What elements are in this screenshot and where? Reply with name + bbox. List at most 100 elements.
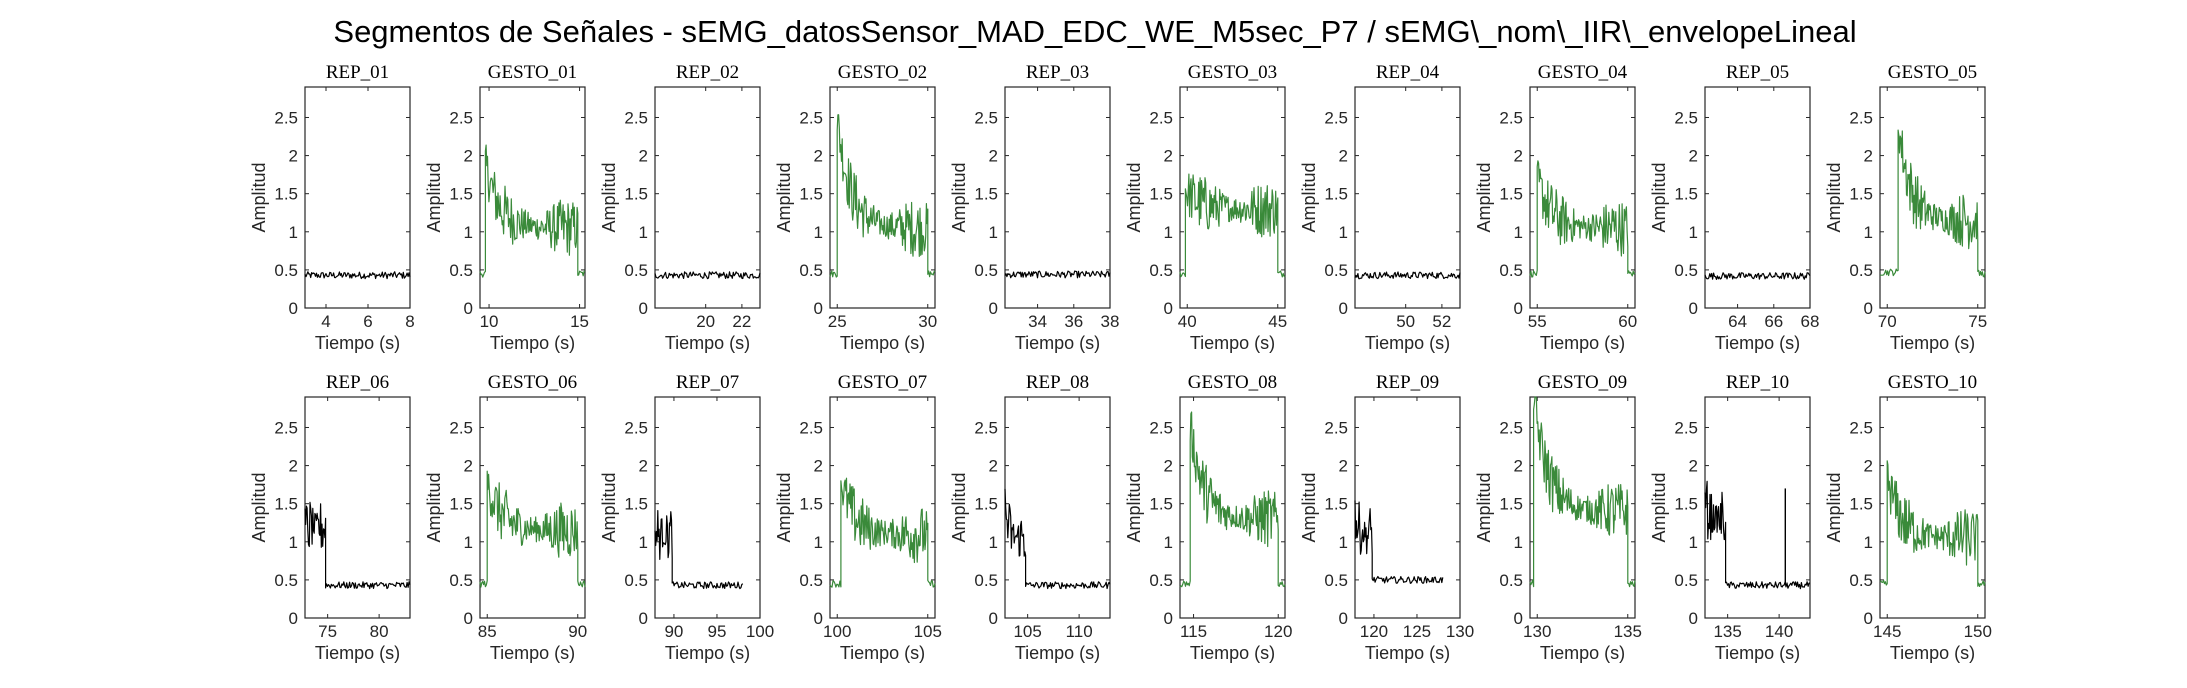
subplot-gesto-01: GESTO_01 0 0.5 1 1.5 2 2.5 10 15 Tiempo (s) Amplit… [424,62,589,353]
y-tick-label: 0 [1514,299,1523,318]
y-tick-label: 1 [989,223,998,242]
x-tick-label: 70 [1878,312,1897,331]
subplot-title: GESTO_10 [1888,372,1977,393]
x-axis-label: Tiempo (s) [665,333,750,353]
x-tick-label: 145 [1873,622,1901,641]
x-axis-label: Tiempo (s) [1015,643,1100,663]
x-axis-label: Tiempo (s) [490,643,575,663]
signal-line-rest [654,510,744,590]
y-tick-label: 1.5 [974,495,998,514]
subplot-title: REP_08 [1026,372,1089,393]
subplot-rep-01: REP_01 0 0.5 1 1.5 2 2.5 4 6 8 Tiempo (s) Amplitud [249,62,415,353]
y-tick-label: 2.5 [974,108,998,127]
y-axis-label: Amplitud [949,162,969,232]
signal-line-gesture [1879,460,1986,588]
x-axis-label: Tiempo (s) [1890,643,1975,663]
y-tick-label: 1.5 [1149,185,1173,204]
x-tick-label: 125 [1403,622,1431,641]
subplot-title: REP_04 [1376,62,1440,83]
y-tick-label: 0.5 [1674,261,1698,280]
axes-frame [1704,86,1811,309]
x-axis-label: Tiempo (s) [1190,643,1275,663]
y-tick-label: 1 [1514,533,1523,552]
y-tick-label: 0.5 [1324,571,1348,590]
axes-frame [479,396,586,619]
y-tick-label: 0.5 [1499,571,1523,590]
y-tick-label: 0 [1339,609,1348,628]
y-tick-label: 1.5 [799,185,823,204]
y-tick-label: 1 [464,533,473,552]
x-tick-label: 22 [732,312,751,331]
y-tick-label: 0.5 [449,571,473,590]
subplot-gesto-07: GESTO_07 0 0.5 1 1.5 2 2.5 100 105 Tiempo (s) Ampl… [774,372,942,663]
x-tick-label: 64 [1728,312,1747,331]
y-tick-label: 2 [1164,457,1173,476]
y-tick-label: 0 [1164,609,1173,628]
y-tick-label: 0 [1339,299,1348,318]
subplot-title: GESTO_08 [1188,372,1277,393]
y-axis-label: Amplitud [424,472,444,542]
y-tick-label: 0.5 [1149,261,1173,280]
subplot-title: GESTO_03 [1188,62,1277,83]
y-tick-label: 1 [464,223,473,242]
y-tick-label: 2 [1689,147,1698,166]
y-tick-label: 0 [639,609,648,628]
y-tick-label: 2 [464,457,473,476]
x-axis-label: Tiempo (s) [1715,643,1800,663]
subplot-rep-07: REP_07 0 0.5 1 1.5 2 2.5 90 95 100 Tiempo (s) Ampli… [599,372,774,663]
y-tick-label: 1 [1339,223,1348,242]
subplot-gesto-04: GESTO_04 0 0.5 1 1.5 2 2.5 55 60 Tiempo (s) Amplit… [1474,62,1637,353]
y-axis-label: Amplitud [774,472,794,542]
x-tick-label: 105 [1013,622,1041,641]
axes-frame [1354,396,1461,619]
y-axis-label: Amplitud [1124,472,1144,542]
y-axis-label: Amplitud [1299,162,1319,232]
subplot-title: REP_07 [676,372,739,393]
x-axis-label: Tiempo (s) [1715,333,1800,353]
signal-line-gesture [1529,160,1636,278]
y-tick-label: 1 [814,533,823,552]
y-tick-label: 0.5 [1849,571,1873,590]
y-tick-label: 2.5 [1149,418,1173,437]
y-tick-label: 1 [1864,223,1873,242]
subplot-title: REP_09 [1376,372,1439,393]
y-tick-label: 2 [1864,147,1873,166]
y-tick-label: 2.5 [449,108,473,127]
y-tick-label: 1.5 [1674,495,1698,514]
y-tick-label: 2 [989,147,998,166]
subplot-title: GESTO_02 [838,62,927,83]
y-tick-label: 2.5 [1674,108,1698,127]
subplot-title: REP_03 [1026,62,1089,83]
x-tick-label: 120 [1264,622,1292,641]
y-tick-label: 2 [989,457,998,476]
signal-line-rest [1354,500,1444,584]
y-tick-label: 0.5 [274,261,298,280]
signal-line-rest [1004,270,1111,279]
y-tick-label: 1 [989,533,998,552]
subplot-gesto-09: GESTO_09 0 0.5 1 1.5 2 2.5 130 135 Tiempo (s) Ampl… [1474,372,1642,663]
y-tick-label: 1 [639,223,648,242]
y-tick-label: 2.5 [1849,108,1873,127]
x-tick-label: 50 [1396,312,1415,331]
signal-line-gesture [1879,129,1986,278]
x-tick-label: 52 [1432,312,1451,331]
subplot-title: REP_06 [326,372,389,393]
x-axis-label: Tiempo (s) [1890,333,1975,353]
x-tick-label: 25 [828,312,847,331]
y-tick-label: 2 [289,147,298,166]
x-axis-label: Tiempo (s) [315,643,400,663]
y-tick-label: 2 [814,147,823,166]
y-tick-label: 1 [1339,533,1348,552]
y-tick-label: 2 [639,457,648,476]
signal-line-rest [304,501,411,590]
y-tick-label: 1.5 [449,495,473,514]
y-axis-label: Amplitud [249,472,269,542]
subplot-rep-04: REP_04 0 0.5 1 1.5 2 2.5 50 52 Tiempo (s) Amplitud [1299,62,1461,353]
y-tick-label: 1.5 [274,185,298,204]
y-tick-label: 0.5 [799,571,823,590]
x-axis-label: Tiempo (s) [665,643,750,663]
subplot-gesto-08: GESTO_08 0 0.5 1 1.5 2 2.5 115 120 Tiempo (s) Ampl… [1124,372,1292,663]
y-axis-label: Amplitud [1474,162,1494,232]
